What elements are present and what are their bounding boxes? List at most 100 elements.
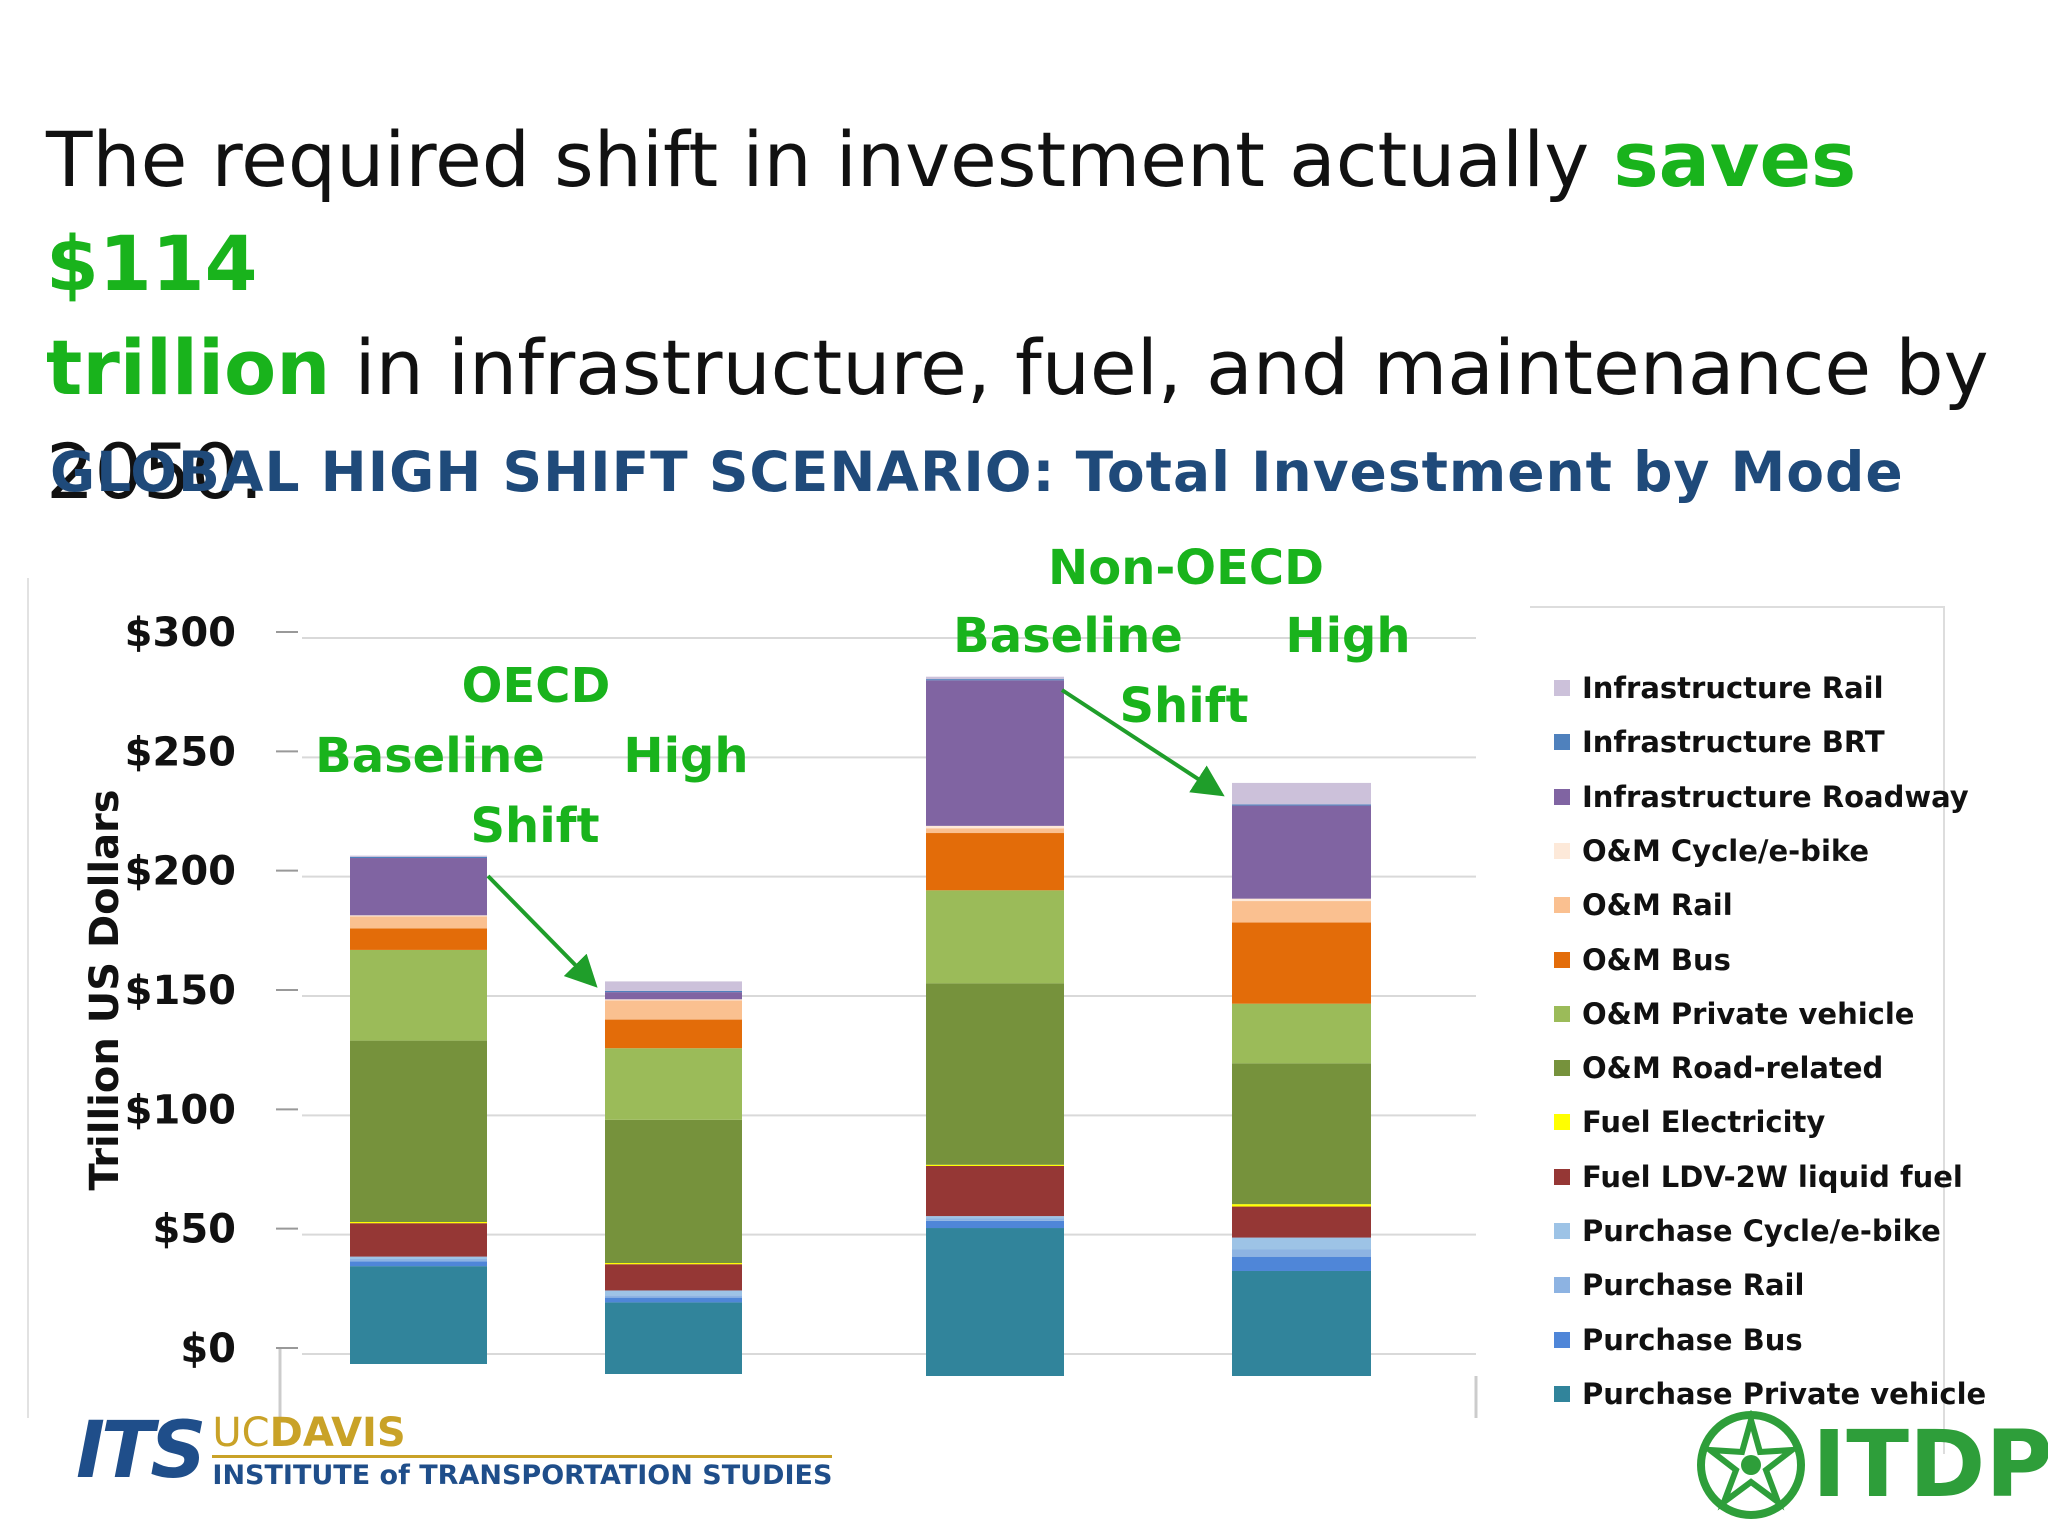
itdp-logo-text: ITDP xyxy=(1812,1411,2048,1518)
legend-label: O&M Rail xyxy=(1582,888,1733,923)
annotation-non-oecd-high: High xyxy=(1285,608,1410,664)
its-logo-mark: ITS xyxy=(76,1406,206,1496)
bar-segment xyxy=(350,915,487,917)
bar-segment xyxy=(605,1119,742,1264)
bar-segment xyxy=(926,833,1064,891)
legend-swatch xyxy=(1554,897,1570,914)
legend-swatch xyxy=(1554,1005,1570,1022)
legend-item: Fuel Electricity xyxy=(1554,1102,1825,1142)
bar-segment xyxy=(1232,922,1371,1004)
legend-label: Purchase Cycle/e-bike xyxy=(1582,1214,1941,1248)
legend-item: Purchase Rail xyxy=(1554,1265,1804,1305)
legend-item: Purchase Private vehicle xyxy=(1554,1374,1986,1414)
legend-item: O&M Rail xyxy=(1554,885,1733,925)
y-tick-label: $300 xyxy=(125,610,236,656)
bar-segment xyxy=(605,1019,742,1049)
bar-segment xyxy=(350,1266,487,1364)
bar-segment xyxy=(605,1295,742,1298)
logo-uc: UC xyxy=(212,1409,270,1456)
annotation-oecd: OECD xyxy=(462,658,611,714)
bar-segment xyxy=(350,855,487,857)
y-tick-label: $200 xyxy=(125,849,236,895)
legend-item: O&M Road-related xyxy=(1554,1048,1883,1088)
bar-segment xyxy=(926,1164,1064,1166)
legend-label: O&M Private vehicle xyxy=(1582,996,1915,1031)
legend-swatch xyxy=(1554,1223,1570,1239)
legend-item: Purchase Bus xyxy=(1554,1320,1803,1360)
bar-segment xyxy=(350,1221,487,1224)
annotation-oecd-shift: Shift xyxy=(470,798,599,854)
itdp-logo: ITDP xyxy=(1696,1410,2048,1520)
bar-segment xyxy=(605,1000,742,1020)
bar-segment xyxy=(350,1256,487,1259)
bar-segment xyxy=(1232,1206,1371,1238)
legend-swatch xyxy=(1554,1385,1570,1402)
bar-segment xyxy=(1232,1204,1371,1207)
legend-label: Infrastructure BRT xyxy=(1582,725,1885,760)
legend-label: Purchase Rail xyxy=(1582,1268,1805,1303)
headline-part1: The required shift in investment actuall… xyxy=(46,115,1614,204)
legend-label: Infrastructure Roadway xyxy=(1582,779,1969,814)
legend-item: Infrastructure Rail xyxy=(1554,668,1884,708)
legend-item: O&M Private vehicle xyxy=(1554,994,1914,1034)
bar-segment xyxy=(926,983,1064,1165)
y-tick-label: $250 xyxy=(125,729,236,775)
bar-segment xyxy=(926,1218,1064,1221)
y-tick-label: $150 xyxy=(125,968,236,1014)
legend-item: Infrastructure BRT xyxy=(1554,722,1885,762)
bar-segment xyxy=(350,916,487,929)
bar-stack xyxy=(1232,782,1371,1376)
bar-segment xyxy=(350,1258,487,1262)
legend-swatch xyxy=(1554,1277,1570,1294)
y-axis-title: Trillion US Dollars xyxy=(82,789,128,1190)
annotation-oecd-baseline: Baseline xyxy=(315,728,545,784)
bar-segment xyxy=(350,856,487,859)
legend-swatch xyxy=(1554,842,1570,859)
bar-segment xyxy=(926,676,1064,680)
axis-layer: $0 $50 $100 $150 $200 $250 $300 Trillion US Dol… xyxy=(27,578,1478,1418)
legend-label: Infrastructure Rail xyxy=(1582,671,1884,705)
legend-swatch xyxy=(1554,951,1570,968)
legend-item: Purchase Cycle/e-bike xyxy=(1554,1211,1941,1251)
bar-segment xyxy=(350,1223,487,1257)
bar-segment xyxy=(605,1302,742,1374)
bar-segment xyxy=(1232,805,1371,899)
annotation-non-oecd-shift: Shift xyxy=(1119,678,1248,734)
legend-label: O&M Cycle/e-bike xyxy=(1582,833,1870,868)
bar-segment xyxy=(605,1048,742,1120)
bar-segment xyxy=(1232,782,1371,805)
bar-segment xyxy=(1232,1003,1371,1064)
headline-highlight-amount: saves $114 xyxy=(46,115,1857,308)
legend-swatch xyxy=(1554,1331,1570,1348)
y-tick-label: $50 xyxy=(153,1207,237,1253)
bar-segment xyxy=(350,858,487,916)
bar-segment xyxy=(926,1165,1064,1217)
annotation-oecd-high: High xyxy=(623,728,748,784)
bar-stack xyxy=(350,855,487,1364)
bar-segment xyxy=(350,928,487,950)
bar-segment xyxy=(926,828,1064,834)
bar-segment xyxy=(926,1228,1064,1376)
bar-stack xyxy=(926,676,1064,1376)
y-tick-label: $0 xyxy=(180,1326,236,1372)
bar-layer xyxy=(350,676,1371,1376)
bar-segment xyxy=(926,679,1064,681)
legend-item: Infrastructure Roadway xyxy=(1554,777,1969,817)
bar-segment xyxy=(1232,1249,1371,1257)
legend-swatch xyxy=(1554,1168,1570,1185)
legend-swatch xyxy=(1554,1060,1570,1077)
bar-segment xyxy=(926,825,1064,829)
bar-segment xyxy=(605,1263,742,1265)
bar-segment xyxy=(605,1264,742,1291)
bar-segment xyxy=(350,1040,487,1222)
bar-segment xyxy=(926,680,1064,826)
y-tick-label: $100 xyxy=(125,1087,236,1133)
bar-segment xyxy=(605,1297,742,1303)
bar-segment xyxy=(605,1290,742,1296)
bar-segment xyxy=(1232,898,1371,902)
annotation-non-oecd: Non-OECD xyxy=(1048,540,1324,596)
bar-segment xyxy=(1232,1256,1371,1271)
bar-segment xyxy=(605,981,742,991)
bar-segment xyxy=(1232,1270,1371,1376)
headline-highlight-unit: trillion xyxy=(46,323,331,412)
